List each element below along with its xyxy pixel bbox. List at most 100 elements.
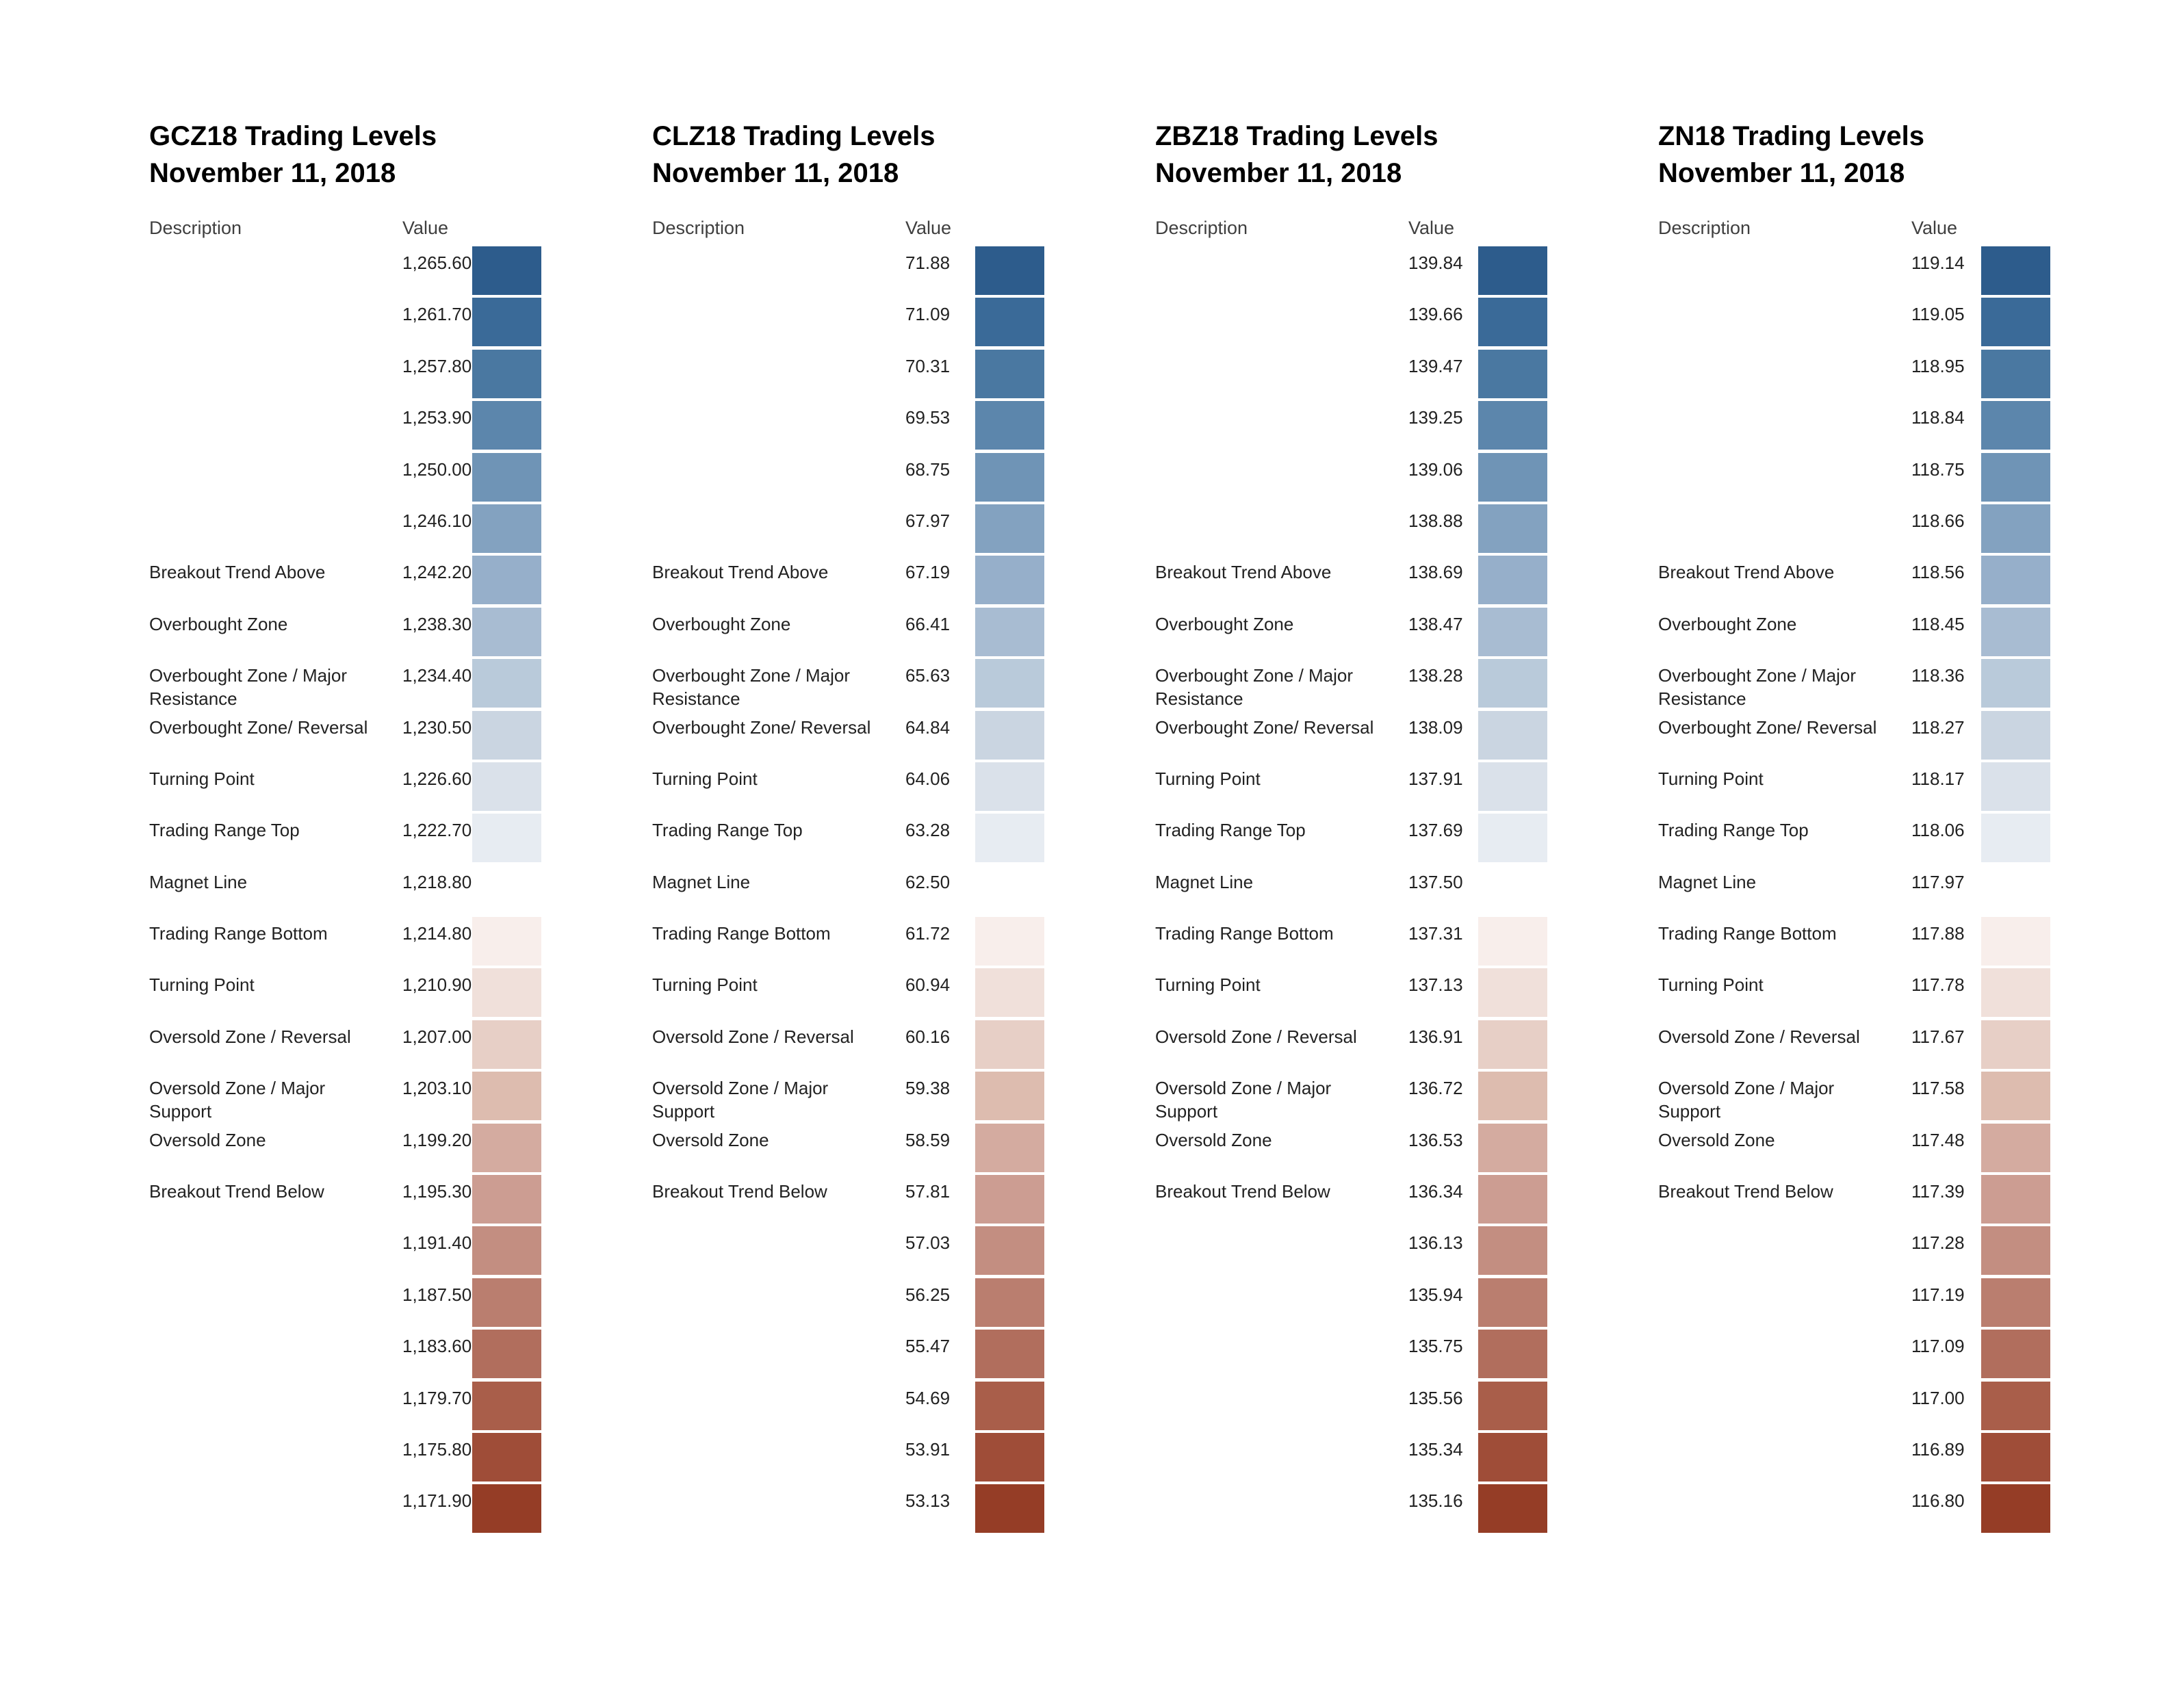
description-cell: Trading Range Bottom <box>149 923 328 944</box>
table-row: Magnet Line 62.50 <box>652 866 1070 917</box>
conditional-format-color-swatch <box>975 1123 1044 1172</box>
value-cell: 119.14 <box>1911 253 1965 273</box>
description-cell: Magnet Line <box>149 871 248 892</box>
trading-table-zn18: ZN18 Trading Levels November 11, 2018 Desc… <box>1658 0 2076 1536</box>
table-row: 139.25 <box>1155 401 1573 452</box>
description-cell: Overbought Zone/ Reversal <box>652 716 871 738</box>
value-cell: 136.72 <box>1408 1078 1463 1099</box>
conditional-format-color-swatch <box>1478 298 1547 347</box>
description-cell: Breakout Trend Below <box>652 1181 827 1202</box>
table-row: 135.75 <box>1155 1330 1573 1381</box>
table-row: 53.13 <box>652 1484 1070 1536</box>
table-row: Overbought Zone / Major Resistance 65.63 <box>652 659 1070 710</box>
conditional-format-color-swatch <box>1478 968 1547 1018</box>
table-body: 71.88 71.09 70.31 69.53 68.75 67.97 Breakout T… <box>652 246 1070 1536</box>
table-row: Turning Point 1,226.60 <box>149 762 567 814</box>
conditional-format-color-swatch <box>975 1484 1044 1534</box>
table-row: Overbought Zone/ Reversal 64.84 <box>652 710 1070 762</box>
description-cell: Oversold Zone / Reversal <box>1658 1026 1860 1047</box>
value-cell: 117.97 <box>1911 871 1965 892</box>
conditional-format-color-swatch <box>472 298 541 347</box>
table-row: Overbought Zone/ Reversal 1,230.50 <box>149 710 567 762</box>
value-cell: 118.06 <box>1911 820 1965 841</box>
value-cell: 57.03 <box>905 1232 951 1254</box>
value-cell: 117.78 <box>1911 974 1965 996</box>
description-cell: Breakout Trend Below <box>1658 1181 1833 1202</box>
value-cell: 137.50 <box>1408 871 1463 892</box>
table-row: Magnet Line 137.50 <box>1155 866 1573 917</box>
value-cell: 1,234.40 <box>402 665 472 686</box>
table-row: Overbought Zone 138.47 <box>1155 607 1573 659</box>
conditional-format-color-swatch <box>472 1175 541 1224</box>
conditional-format-color-swatch <box>975 968 1044 1018</box>
conditional-format-color-swatch <box>1478 1381 1547 1430</box>
value-cell: 1,214.80 <box>402 923 472 944</box>
table-subtitle-date: November 11, 2018 <box>149 158 396 188</box>
value-column-header: Value <box>1408 218 1455 238</box>
value-cell: 54.69 <box>905 1387 951 1408</box>
conditional-format-color-swatch <box>1981 1226 2050 1276</box>
conditional-format-color-swatch <box>472 1072 541 1121</box>
table-row: 1,191.40 <box>149 1226 567 1278</box>
conditional-format-color-swatch <box>1981 556 2050 605</box>
description-cell: Trading Range Top <box>1658 820 1809 841</box>
conditional-format-color-swatch <box>975 452 1044 502</box>
trading-table-zbz18: ZBZ18 Trading Levels November 11, 2018 Des… <box>1155 0 1573 1536</box>
table-body: 139.84 139.66 139.47 139.25 139.06 138.88 Brea… <box>1155 246 1573 1536</box>
value-cell: 1,250.00 <box>402 458 472 480</box>
conditional-format-color-swatch <box>1981 968 2050 1018</box>
conditional-format-color-swatch <box>1981 1330 2050 1379</box>
conditional-format-color-swatch <box>1981 1123 2050 1172</box>
table-row: Trading Range Top 118.06 <box>1658 814 2076 865</box>
conditional-format-color-swatch <box>1981 1072 2050 1121</box>
value-cell: 118.84 <box>1911 407 1965 428</box>
description-cell: Magnet Line <box>1155 871 1254 892</box>
description-cell: Overbought Zone/ Reversal <box>1658 716 1877 738</box>
conditional-format-color-swatch <box>1981 504 2050 553</box>
table-row: 71.88 <box>652 246 1070 298</box>
conditional-format-color-swatch <box>975 710 1044 760</box>
table-row: 139.84 <box>1155 246 1573 298</box>
conditional-format-color-swatch <box>975 1278 1044 1327</box>
description-cell: Breakout Trend Above <box>1155 562 1332 583</box>
table-row: 135.16 <box>1155 1484 1573 1536</box>
value-cell: 118.17 <box>1911 768 1965 789</box>
table-row: 118.84 <box>1658 401 2076 452</box>
table-row: Magnet Line 1,218.80 <box>149 866 567 917</box>
conditional-format-color-swatch <box>1478 1020 1547 1069</box>
conditional-format-color-swatch <box>472 1330 541 1379</box>
table-row: Trading Range Bottom 61.72 <box>652 917 1070 968</box>
description-cell: Oversold Zone / Major Support <box>149 1078 326 1122</box>
value-cell: 71.09 <box>905 304 951 325</box>
conditional-format-color-swatch <box>472 1226 541 1276</box>
value-cell: 138.28 <box>1408 665 1463 686</box>
value-cell: 63.28 <box>905 820 951 841</box>
value-cell: 64.06 <box>905 768 951 789</box>
value-cell: 117.00 <box>1911 1387 1965 1408</box>
value-cell: 139.47 <box>1408 355 1463 376</box>
description-cell: Oversold Zone / Major Support <box>1155 1078 1332 1122</box>
value-cell: 136.91 <box>1408 1026 1463 1047</box>
value-cell: 135.16 <box>1408 1490 1463 1512</box>
table-row: Oversold Zone / Major Support 117.58 <box>1658 1072 2076 1123</box>
table-row: 135.56 <box>1155 1381 1573 1433</box>
conditional-format-color-swatch <box>975 917 1044 966</box>
conditional-format-color-swatch <box>975 762 1044 811</box>
value-cell: 60.16 <box>905 1026 951 1047</box>
value-cell: 1,210.90 <box>402 974 472 996</box>
table-row: 117.19 <box>1658 1278 2076 1330</box>
conditional-format-color-swatch <box>1981 1020 2050 1069</box>
description-cell: Magnet Line <box>652 871 751 892</box>
conditional-format-color-swatch <box>1478 246 1547 295</box>
description-cell: Overbought Zone / Major Resistance <box>1658 665 1857 710</box>
description-cell: Trading Range Bottom <box>1658 923 1837 944</box>
value-cell: 138.88 <box>1408 510 1463 531</box>
conditional-format-color-swatch <box>975 1072 1044 1121</box>
value-cell: 117.58 <box>1911 1078 1965 1099</box>
conditional-format-color-swatch <box>472 1123 541 1172</box>
table-title: GCZ18 Trading Levels <box>149 121 437 151</box>
value-cell: 117.67 <box>1911 1026 1965 1047</box>
conditional-format-color-swatch <box>472 917 541 966</box>
conditional-format-color-swatch <box>1478 1484 1547 1534</box>
table-row: Breakout Trend Above 118.56 <box>1658 556 2076 607</box>
